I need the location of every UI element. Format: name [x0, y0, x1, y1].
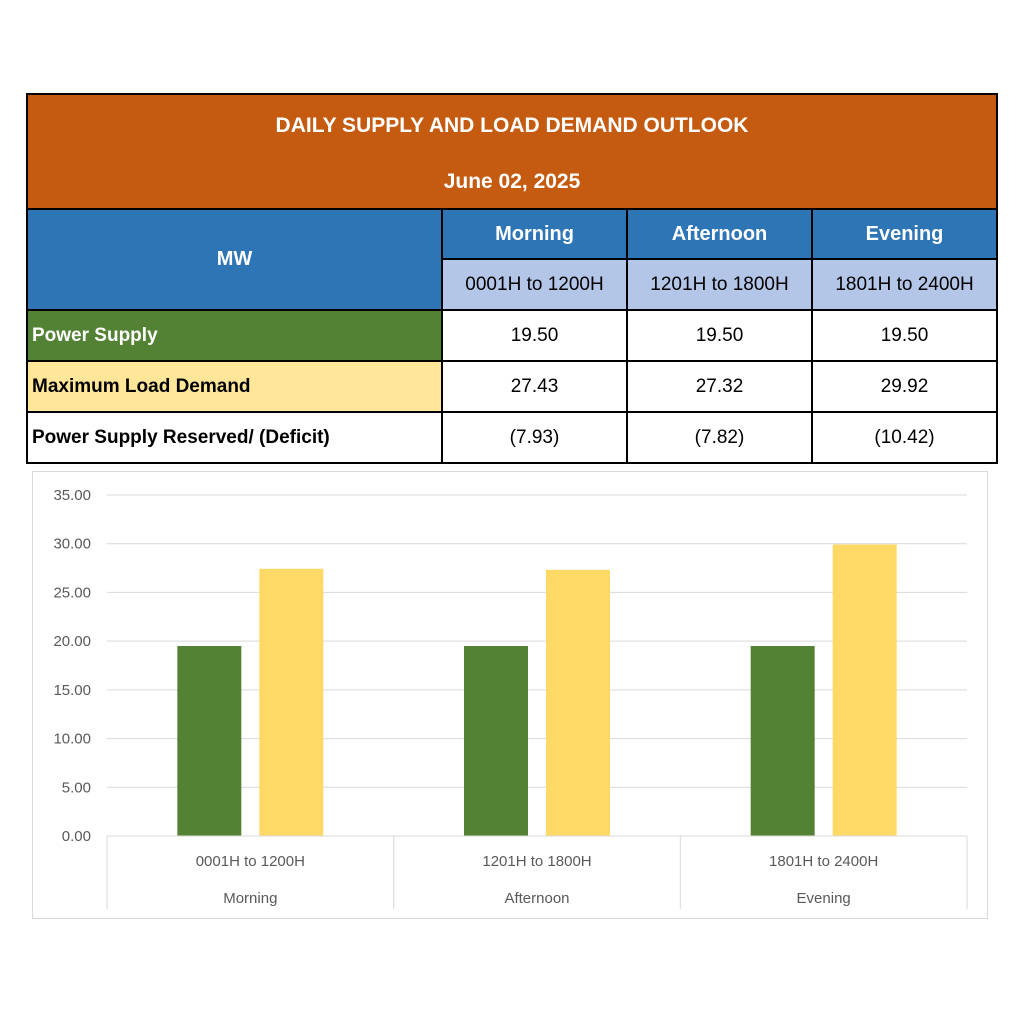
- x-tick-label-time: 0001H to 1200H: [196, 853, 305, 870]
- row-label-max-load-demand: Maximum Load Demand: [26, 360, 443, 413]
- outlook-table: DAILY SUPPLY AND LOAD DEMAND OUTLOOK Jun…: [25, 93, 999, 464]
- x-tick-label-time: 1801H to 2400H: [769, 853, 878, 870]
- table-title-cell: DAILY SUPPLY AND LOAD DEMAND OUTLOOK Jun…: [25, 93, 999, 210]
- bar-power-supply: [750, 646, 815, 836]
- table-title: DAILY SUPPLY AND LOAD DEMAND OUTLOOK: [275, 113, 749, 137]
- period-header-morning: Morning: [441, 208, 628, 260]
- chart-canvas: 0.00 5.00 10.00 15.00 20.00 25.00 30.00 35.00 00…: [53, 487, 968, 909]
- y-tick-label: 20.00: [53, 633, 91, 650]
- row-label-power-supply: Power Supply: [26, 309, 443, 362]
- bar-max-load-demand: [259, 568, 324, 836]
- time-range-morning: 0001H to 1200H: [441, 258, 628, 311]
- value-cell: 27.32: [626, 360, 813, 413]
- table-date: June 02, 2025: [443, 169, 581, 193]
- y-tick-label: 35.00: [53, 487, 91, 504]
- value-cell: 19.50: [810, 309, 999, 362]
- value-cell: 29.92: [810, 360, 999, 413]
- x-tick-label-period: Evening: [797, 890, 851, 907]
- x-tick-label-time: 1201H to 1800H: [482, 853, 591, 870]
- value-cell: 19.50: [441, 309, 628, 362]
- value-cell: 27.43: [441, 360, 628, 413]
- value-cell: (7.82): [626, 411, 813, 464]
- y-tick-label: 25.00: [53, 584, 91, 601]
- bar-power-supply: [177, 646, 242, 836]
- y-tick-label: 30.00: [53, 536, 91, 553]
- x-tick-label-period: Afternoon: [504, 890, 569, 907]
- value-cell: (7.93): [441, 411, 628, 464]
- period-header-evening: Evening: [810, 208, 999, 260]
- bar-chart: 0.00 5.00 10.00 15.00 20.00 25.00 30.00 35.00 00…: [32, 471, 988, 919]
- value-cell: (10.42): [810, 411, 999, 464]
- value-cell: 19.50: [626, 309, 813, 362]
- row-label-reserve-deficit: Power Supply Reserved/ (Deficit): [26, 411, 443, 464]
- unit-label: MW: [26, 208, 443, 311]
- y-tick-label: 0.00: [62, 828, 91, 845]
- x-tick-label-period: Morning: [223, 890, 277, 907]
- table-row-reserve-deficit: Power Supply Reserved/ (Deficit) (7.93) …: [26, 411, 999, 464]
- y-tick-label: 5.00: [62, 779, 91, 796]
- table-row-max-load-demand: Maximum Load Demand 27.43 27.32 29.92: [26, 360, 999, 413]
- bar-max-load-demand: [832, 544, 897, 836]
- time-range-afternoon: 1201H to 1800H: [626, 258, 813, 311]
- bar-power-supply: [464, 646, 528, 836]
- y-tick-label: 10.00: [53, 731, 91, 748]
- period-header-afternoon: Afternoon: [626, 208, 813, 260]
- bar-max-load-demand: [546, 569, 610, 836]
- time-range-evening: 1801H to 2400H: [810, 258, 999, 311]
- y-tick-label: 15.00: [53, 682, 91, 699]
- table-row-power-supply: Power Supply 19.50 19.50 19.50: [26, 309, 999, 362]
